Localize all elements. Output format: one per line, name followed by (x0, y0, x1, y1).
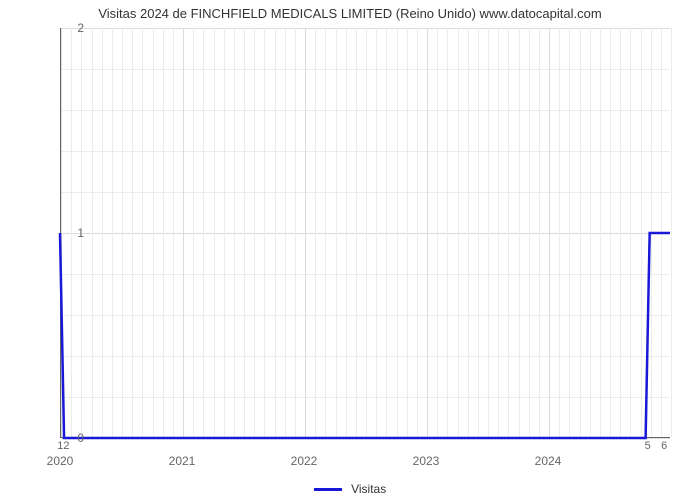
legend: Visitas (0, 481, 700, 496)
x-tick-label: 2023 (413, 454, 440, 468)
x-small-label: 6 (661, 440, 667, 452)
x-tick-label: 2020 (47, 454, 74, 468)
vgrid-minor (671, 28, 672, 437)
x-tick-label: 2021 (169, 454, 196, 468)
chart-title: Visitas 2024 de FINCHFIELD MEDICALS LIMI… (0, 0, 700, 21)
chart-area (60, 28, 670, 438)
y-tick-label: 1 (54, 226, 84, 240)
legend-swatch (314, 488, 342, 491)
x-tick-label: 2022 (291, 454, 318, 468)
legend-label: Visitas (351, 482, 386, 496)
line-series (60, 28, 670, 438)
x-tick-label: 2024 (535, 454, 562, 468)
y-tick-label: 2 (54, 21, 84, 35)
x-small-label: 5 (645, 440, 651, 452)
series-line (60, 233, 670, 438)
x-small-label: 12 (57, 440, 69, 452)
